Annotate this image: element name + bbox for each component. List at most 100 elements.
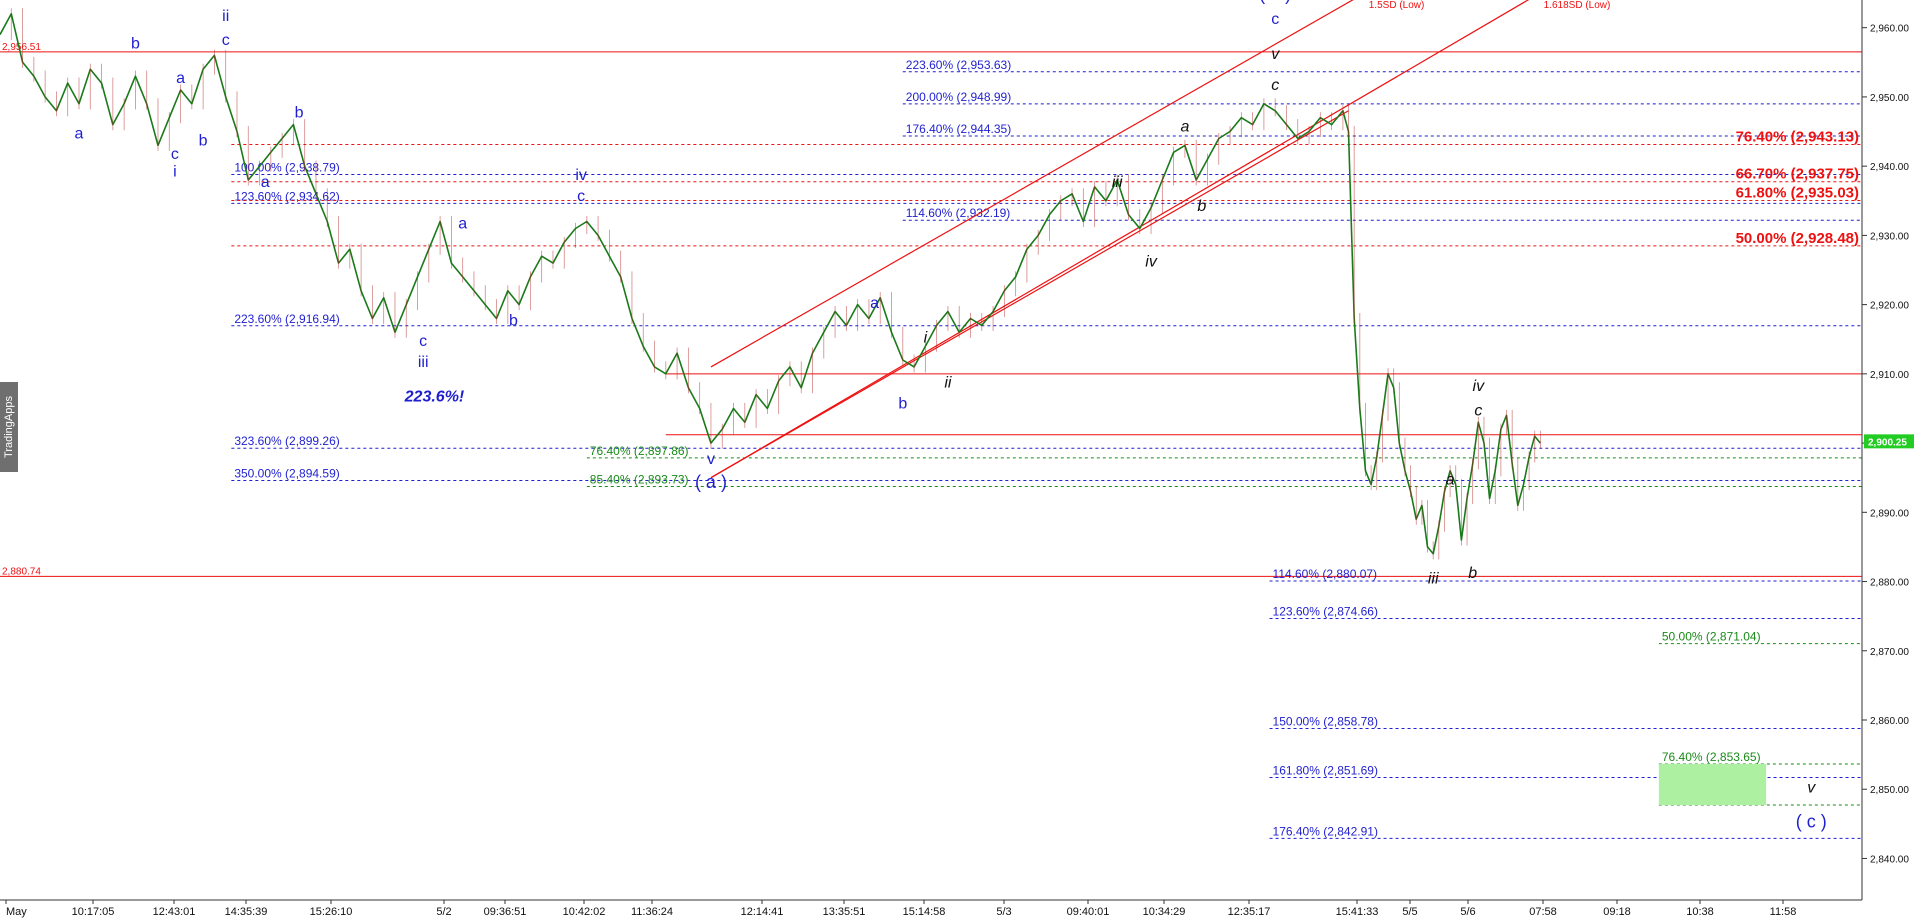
wave-label: i	[924, 330, 928, 347]
channel-line-label: 1.618SD (Low)	[1544, 0, 1611, 11]
x-axis[interactable]: May 10:17:05 12:43:01 14:35:39 15:26:10 5/2 09…	[0, 899, 1918, 920]
y-tick-label: 2,870.00	[1870, 647, 1909, 658]
wave-label: ( a )	[695, 472, 727, 492]
fib-level-label: 123.60% (2,934.62)	[234, 189, 339, 203]
channel-line-label: 1.5SD (Low)	[1369, 0, 1425, 11]
red-hline-label: 2,880.74	[2, 566, 41, 577]
channel-line	[710, 0, 1530, 479]
fib-level-label: 114.60% (2,880.07)	[1273, 567, 1378, 581]
x-tick-label: 12:43:01	[153, 906, 196, 918]
current-price-label: 2,900.25	[1868, 437, 1907, 448]
fib-level-label: 85.40% (2,893.73)	[590, 472, 689, 486]
wave-label: a	[1446, 472, 1455, 489]
wave-label: c	[171, 146, 179, 163]
x-tick-label: 07:58	[1529, 906, 1557, 918]
channel-line	[710, 0, 1354, 368]
wave-label: ii	[944, 375, 952, 392]
sidebar-label: TradingApps	[3, 396, 15, 458]
wave-label: v	[1271, 46, 1280, 63]
wave-label: a	[458, 215, 467, 232]
fib-level-label: 176.40% (2,842.91)	[1273, 824, 1378, 838]
fib-level-label: 161.80% (2,851.69)	[1273, 764, 1378, 778]
y-tick-label: 2,880.00	[1870, 578, 1909, 589]
fib-level-label: 76.40% (2,897.86)	[590, 444, 689, 458]
x-tick-label: 11:58	[1770, 906, 1797, 918]
wave-label: c	[1271, 77, 1279, 94]
red-hline-label: 2,956.51	[2, 42, 41, 53]
x-tick-label: 12:35:17	[1228, 906, 1271, 918]
fib-level-label: 350.00% (2,894.59)	[234, 467, 339, 481]
x-tick-label: 15:41:33	[1336, 906, 1379, 918]
x-tick-label: 11:36:24	[631, 906, 673, 918]
fib-level-label: 323.60% (2,899.26)	[234, 434, 339, 448]
x-tick-label: 14:35:39	[225, 906, 268, 918]
wave-label: i	[173, 164, 177, 181]
wave-label: b	[509, 312, 518, 329]
wave-label: b	[898, 395, 907, 412]
tradingapps-sidebar-tab[interactable]: TradingApps	[0, 382, 18, 472]
y-axis-bg	[1862, 0, 1918, 920]
wave-label: iii	[1112, 174, 1123, 191]
wave-label: v	[707, 451, 715, 468]
wave-label: b	[131, 35, 140, 52]
wave-label: iv	[1473, 378, 1486, 395]
x-tick-label: 5/6	[1460, 906, 1475, 918]
fib-level-label: 66.70% (2,937.75)	[1736, 166, 1859, 183]
x-tick-label: 15:14:58	[903, 906, 946, 918]
y-tick-label: 2,890.00	[1870, 508, 1909, 519]
wave-label: c	[222, 32, 230, 49]
y-tick-label: 2,960.00	[1870, 24, 1909, 35]
target-zone-box	[1658, 763, 1767, 806]
fib-level-label: 200.00% (2,948.99)	[906, 90, 1011, 104]
wave-label: ( b )	[1259, 0, 1291, 4]
fib-level-label: 223.60% (2,953.63)	[906, 58, 1011, 72]
y-tick-label: 2,930.00	[1870, 231, 1909, 242]
fib-level-label: 100.00% (2,938.79)	[234, 161, 339, 175]
y-tick-label: 2,910.00	[1870, 370, 1909, 381]
current-price-badge	[1864, 434, 1914, 449]
fib-level-label: 76.40% (2,943.13)	[1736, 128, 1859, 145]
wave-label: b	[1468, 565, 1477, 582]
y-axis[interactable]: 2,960.00 2,950.00 2,940.00 2,930.00 2,920.00…	[1861, 0, 1918, 920]
x-axis-bg	[0, 900, 1918, 920]
wave-label: b	[295, 105, 304, 122]
wave-label: c	[1474, 402, 1482, 419]
x-tick-label: May	[6, 906, 27, 918]
price-line	[0, 13, 1542, 555]
wave-label: iv	[1145, 254, 1158, 271]
wave-label: b	[1197, 198, 1206, 215]
fib-level-label: 150.00% (2,858.78)	[1273, 714, 1378, 728]
wave-label: a	[261, 174, 270, 191]
x-tick-label: 5/3	[996, 906, 1011, 918]
y-tick-label: 2,940.00	[1870, 162, 1909, 173]
wave-label: ii	[222, 8, 229, 25]
fib-levels-layer: 2,956.51 2,880.74 223.60% (2,953.63) 200.00…	[0, 42, 1862, 839]
fib-level-label: 223.60% (2,916.94)	[234, 312, 339, 326]
x-tick-label: 12:14:41	[741, 906, 784, 918]
y-tick-label: 2,840.00	[1870, 854, 1909, 865]
wave-label: a	[75, 125, 84, 142]
x-tick-label: 5/5	[1402, 906, 1417, 918]
x-tick-label: 10:38	[1686, 906, 1714, 918]
wave-label: a	[1180, 119, 1189, 136]
wave-label: a	[870, 295, 879, 312]
x-tick-label: 09:18	[1603, 906, 1631, 918]
y-tick-label: 2,920.00	[1870, 301, 1909, 312]
target-zone-layer	[1658, 763, 1767, 806]
wave-label: iii	[418, 354, 429, 371]
channel-line	[710, 110, 1349, 479]
wave-label: 223.6%!	[404, 389, 465, 406]
y-tick-label: 2,950.00	[1870, 93, 1909, 104]
fib-level-label: 114.60% (2,932.19)	[906, 206, 1011, 220]
x-tick-label: 15:26:10	[310, 906, 353, 918]
x-tick-label: 09:40:01	[1067, 906, 1110, 918]
wave-label: c	[577, 188, 585, 205]
fib-level-label: 61.80% (2,935.03)	[1736, 185, 1859, 202]
fib-level-label: 176.40% (2,944.35)	[906, 122, 1011, 136]
x-tick-label: 10:17:05	[72, 906, 115, 918]
wave-label: a	[176, 70, 185, 87]
channel-lines-layer: 1.5SD (Low) 1.618SD (Low)	[710, 0, 1611, 479]
x-tick-label: 5/2	[436, 906, 451, 918]
